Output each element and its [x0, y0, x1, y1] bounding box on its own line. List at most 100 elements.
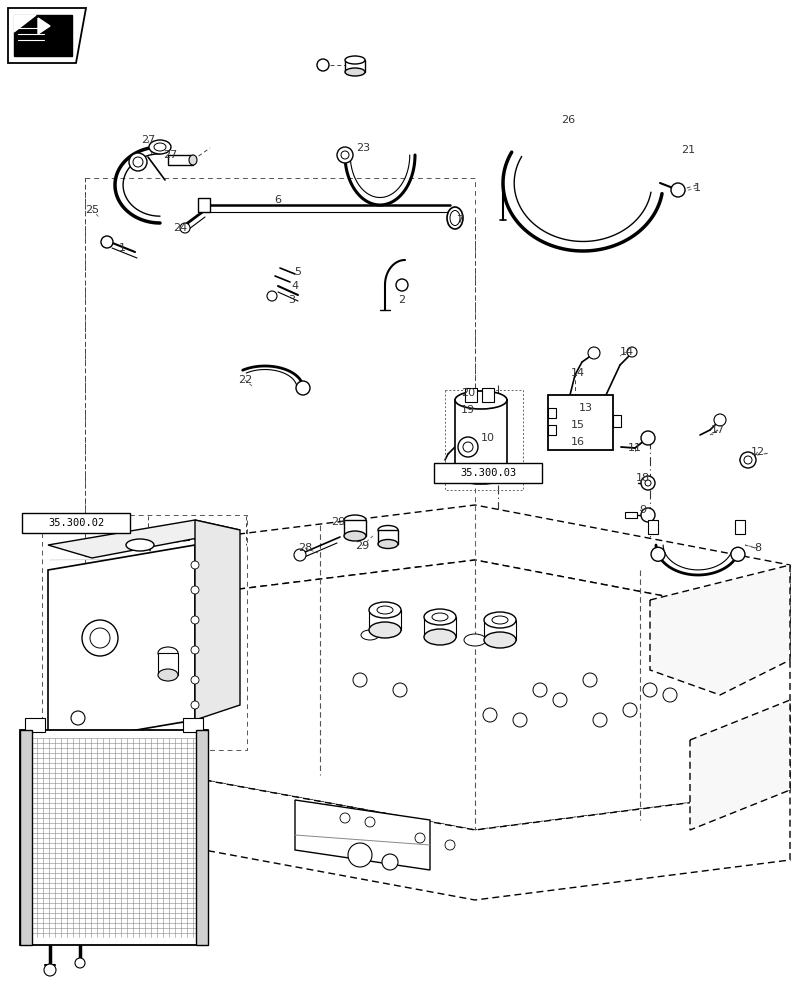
Text: 8: 8 — [753, 543, 761, 553]
Polygon shape — [48, 545, 195, 745]
Circle shape — [642, 683, 656, 697]
Circle shape — [650, 547, 664, 561]
Bar — [454, 400, 506, 475]
Ellipse shape — [368, 622, 401, 638]
Circle shape — [180, 223, 190, 233]
Circle shape — [75, 958, 85, 968]
Circle shape — [414, 833, 424, 843]
Circle shape — [626, 347, 636, 357]
Text: 19: 19 — [461, 405, 474, 415]
Circle shape — [532, 683, 547, 697]
Bar — [182, 718, 203, 732]
Ellipse shape — [158, 647, 178, 659]
Bar — [42, 515, 247, 750]
Text: 17: 17 — [710, 425, 724, 435]
Text: 27: 27 — [140, 135, 155, 145]
Text: 14: 14 — [570, 368, 585, 378]
Circle shape — [101, 236, 113, 248]
Ellipse shape — [344, 531, 366, 541]
Ellipse shape — [344, 515, 366, 525]
Circle shape — [191, 586, 199, 594]
Text: 22: 22 — [238, 375, 251, 385]
Ellipse shape — [189, 155, 197, 165]
Text: 35.300.03: 35.300.03 — [459, 468, 516, 478]
Circle shape — [340, 813, 350, 823]
Circle shape — [296, 381, 310, 395]
Text: 2: 2 — [398, 295, 405, 305]
Bar — [195, 730, 208, 945]
Ellipse shape — [368, 602, 401, 618]
Circle shape — [365, 817, 375, 827]
Ellipse shape — [126, 539, 154, 551]
Circle shape — [444, 840, 454, 850]
Ellipse shape — [463, 634, 486, 646]
Text: 21: 21 — [680, 145, 694, 155]
Text: 3: 3 — [288, 295, 295, 305]
Text: 5: 5 — [294, 267, 301, 277]
Ellipse shape — [449, 211, 460, 226]
Ellipse shape — [154, 143, 165, 151]
Circle shape — [191, 646, 199, 654]
Text: 4: 4 — [291, 281, 298, 291]
Ellipse shape — [431, 613, 448, 621]
Circle shape — [191, 616, 199, 624]
Polygon shape — [195, 520, 240, 720]
Bar — [482, 388, 493, 402]
Ellipse shape — [483, 632, 515, 648]
Circle shape — [191, 561, 199, 569]
Circle shape — [644, 480, 650, 486]
Bar — [22, 513, 130, 533]
Text: 7: 7 — [456, 215, 463, 225]
Circle shape — [713, 414, 725, 426]
Text: 25: 25 — [85, 205, 99, 215]
Circle shape — [341, 151, 349, 159]
Text: 20: 20 — [461, 388, 474, 398]
Circle shape — [622, 703, 636, 717]
Text: 12: 12 — [750, 447, 764, 457]
Bar — [198, 198, 210, 212]
Circle shape — [483, 708, 496, 722]
Polygon shape — [294, 800, 430, 870]
Text: 14: 14 — [619, 347, 633, 357]
Circle shape — [294, 549, 306, 561]
Circle shape — [730, 547, 744, 561]
Circle shape — [44, 964, 56, 976]
Text: 6: 6 — [274, 195, 281, 205]
Circle shape — [129, 153, 147, 171]
Circle shape — [743, 456, 751, 464]
Ellipse shape — [483, 612, 515, 628]
Polygon shape — [150, 770, 789, 900]
Text: 26: 26 — [560, 115, 574, 125]
Text: 29: 29 — [330, 517, 345, 527]
Text: 10: 10 — [480, 433, 495, 443]
Polygon shape — [150, 560, 789, 830]
Circle shape — [348, 843, 371, 867]
Circle shape — [582, 673, 596, 687]
Circle shape — [316, 59, 328, 71]
Text: 24: 24 — [173, 223, 187, 233]
Text: 18: 18 — [635, 473, 650, 483]
Circle shape — [462, 442, 473, 452]
Text: 9: 9 — [638, 505, 646, 515]
Bar — [547, 395, 612, 450]
Text: 16: 16 — [570, 437, 584, 447]
Ellipse shape — [491, 616, 508, 624]
Ellipse shape — [378, 526, 397, 534]
Ellipse shape — [376, 606, 393, 614]
Ellipse shape — [423, 629, 456, 645]
Bar — [647, 520, 657, 534]
Ellipse shape — [423, 609, 456, 625]
Circle shape — [552, 693, 566, 707]
Text: 1: 1 — [118, 243, 126, 253]
Circle shape — [71, 711, 85, 725]
Circle shape — [393, 683, 406, 697]
Bar — [465, 388, 476, 402]
Ellipse shape — [454, 466, 506, 484]
Circle shape — [396, 279, 407, 291]
Ellipse shape — [345, 68, 365, 76]
Circle shape — [353, 673, 367, 687]
Bar — [378, 530, 397, 544]
Bar — [612, 415, 620, 427]
Circle shape — [587, 347, 599, 359]
Polygon shape — [649, 565, 789, 695]
